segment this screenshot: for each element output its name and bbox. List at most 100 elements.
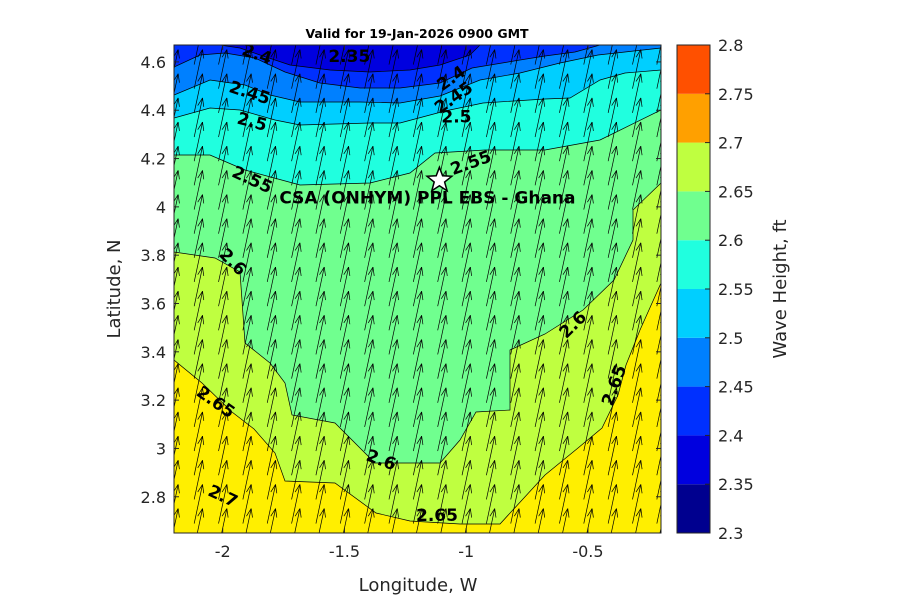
direction-arrow <box>315 315 326 355</box>
site-star-marker <box>425 165 454 193</box>
direction-arrow <box>656 490 661 524</box>
y-tick-label: 2.8 <box>141 488 166 507</box>
direction-arrow <box>461 484 472 524</box>
direction-arrow <box>242 45 248 65</box>
direction-arrow <box>193 218 205 258</box>
direction-arrow <box>583 460 594 500</box>
direction-arrow <box>632 315 643 355</box>
direction-arrow <box>583 266 594 307</box>
direction-arrow <box>583 194 594 234</box>
direction-arrow <box>388 363 399 403</box>
direction-arrow <box>656 103 661 138</box>
colorbar-band <box>677 337 710 387</box>
direction-arrow <box>291 170 302 210</box>
plot-frame <box>173 44 662 534</box>
direction-arrow <box>412 315 424 355</box>
direction-arrow <box>242 73 253 113</box>
direction-arrow <box>461 49 472 89</box>
colorbar-band <box>677 386 710 436</box>
direction-arrow <box>242 460 253 500</box>
x-axis-ticks: -2 -1.5 -1 -0.5 <box>215 45 604 561</box>
direction-arrow <box>242 266 253 307</box>
direction-arrow <box>388 411 399 452</box>
direction-arrow <box>632 194 643 234</box>
direction-arrow <box>583 45 589 65</box>
direction-arrow <box>242 387 253 428</box>
direction-arrow <box>632 387 643 428</box>
direction-arrow <box>632 484 643 524</box>
direction-arrow <box>339 387 351 428</box>
direction-arrow <box>388 218 399 258</box>
colorbar-band <box>677 45 710 94</box>
direction-arrow <box>291 97 302 138</box>
direction-arrow <box>364 121 375 162</box>
direction-arrow <box>559 97 570 138</box>
direction-arrow <box>364 194 375 234</box>
direction-arrow <box>292 1 302 40</box>
colorbar-band <box>677 191 710 241</box>
direction-arrow <box>291 45 297 65</box>
colorbar-tick-label: 2.4 <box>718 426 743 445</box>
x-tick-label: -1 <box>458 542 474 561</box>
direction-arrow <box>315 49 326 89</box>
direction-arrow <box>364 146 375 186</box>
direction-arrow <box>412 339 424 379</box>
direction-arrow <box>510 411 521 452</box>
direction-arrow <box>315 266 326 307</box>
direction-arrow <box>559 484 570 524</box>
direction-arrow <box>339 97 351 138</box>
direction-arrow <box>510 146 521 186</box>
direction-arrow <box>437 73 448 113</box>
y-tick-label: 3.2 <box>141 391 166 410</box>
direction-arrow <box>266 242 278 283</box>
direction-arrow <box>339 49 351 89</box>
direction-arrow <box>461 170 472 210</box>
direction-arrow <box>607 97 619 138</box>
direction-arrow <box>534 460 546 500</box>
direction-arrow <box>242 194 253 234</box>
direction-arrow <box>367 508 375 533</box>
direction-arrow <box>610 508 619 533</box>
direction-arrow <box>242 49 253 89</box>
y-tick-label: 4.4 <box>141 101 166 120</box>
direction-arrow <box>510 73 521 113</box>
direction-arrow <box>607 45 613 65</box>
direction-arrow <box>412 97 424 138</box>
direction-arrow <box>266 49 278 89</box>
direction-arrow <box>193 290 205 331</box>
direction-arrow <box>437 387 448 428</box>
direction-arrow <box>218 339 229 379</box>
direction-arrow <box>437 242 448 283</box>
direction-arrow <box>266 315 278 355</box>
direction-arrow <box>193 387 205 428</box>
colorbar-tick-label: 2.5 <box>718 329 743 348</box>
colorbar-band <box>677 484 710 533</box>
direction-arrow <box>437 411 448 452</box>
direction-arrow <box>607 484 619 524</box>
direction-arrow <box>388 387 399 428</box>
direction-arrow <box>437 435 448 476</box>
direction-arrow <box>510 387 521 428</box>
direction-arrow <box>534 290 546 331</box>
direction-arrow <box>364 218 375 258</box>
direction-arrow <box>291 242 302 283</box>
direction-arrow <box>291 121 302 162</box>
direction-arrow <box>218 411 229 452</box>
direction-arrow <box>559 242 570 283</box>
direction-arrow <box>486 242 497 283</box>
direction-arrow <box>559 1 569 40</box>
direction-arrow <box>461 460 472 500</box>
direction-arrow <box>291 411 302 452</box>
direction-arrow <box>339 484 351 524</box>
colorbar-band <box>677 93 710 143</box>
direction-arrow <box>412 242 424 283</box>
direction-arrow <box>339 170 351 210</box>
direction-arrow <box>315 146 326 186</box>
direction-arrow <box>534 387 546 428</box>
direction-arrow <box>510 194 521 234</box>
direction-arrow <box>437 49 448 89</box>
direction-arrow <box>656 393 661 428</box>
direction-arrow <box>461 363 472 403</box>
direction-arrow <box>486 97 497 138</box>
direction-arrow <box>193 411 205 452</box>
